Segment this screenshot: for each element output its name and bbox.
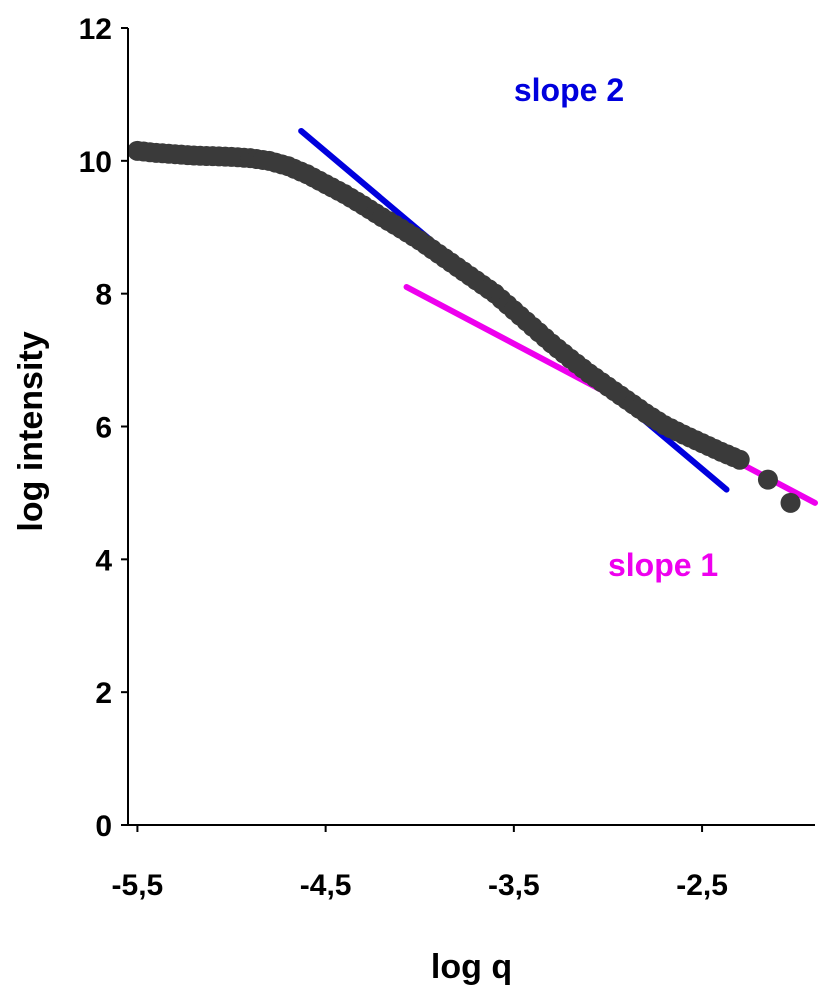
y-tick-label: 6 (95, 412, 112, 445)
data-point (757, 469, 778, 490)
plot-points (127, 140, 801, 513)
plot-lines (298, 127, 818, 506)
data-point (780, 492, 801, 513)
y-tick-label: 10 (79, 146, 112, 179)
y-tick-label: 2 (95, 677, 112, 710)
slope-annotation: slope 2 (514, 72, 624, 108)
data-point (729, 449, 750, 470)
x-ticks: -5,5 -4,5 -3,5 -2,5 (112, 825, 728, 902)
slope-annotation: slope 1 (608, 547, 718, 583)
x-tick-label: -3,5 (488, 869, 540, 902)
x-axis-title: log q (431, 948, 512, 986)
x-tick-label: -4,5 (300, 869, 352, 902)
y-axis-title: log intensity (12, 331, 50, 531)
x-tick-label: -5,5 (112, 869, 164, 902)
y-ticks: 0 2 4 6 8 10 12 (79, 13, 128, 843)
annotations: slope 2 slope 1 (514, 72, 718, 583)
x-tick-label: -2,5 (676, 869, 728, 902)
y-tick-label: 4 (95, 544, 112, 577)
y-tick-label: 0 (95, 810, 112, 843)
y-tick-label: 12 (79, 13, 112, 46)
y-tick-label: 8 (95, 279, 112, 312)
